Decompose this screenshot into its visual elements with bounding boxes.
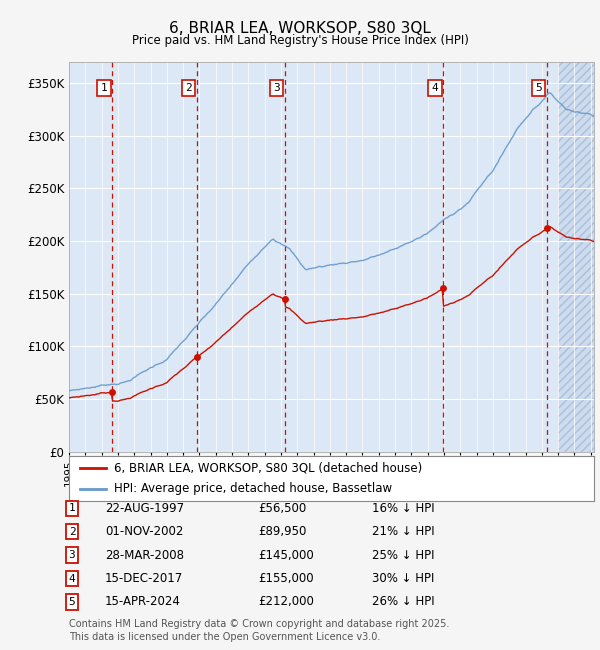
Text: 2: 2: [68, 526, 76, 537]
Text: 6, BRIAR LEA, WORKSOP, S80 3QL: 6, BRIAR LEA, WORKSOP, S80 3QL: [169, 21, 431, 36]
Text: 26% ↓ HPI: 26% ↓ HPI: [372, 595, 434, 608]
Text: 15-DEC-2017: 15-DEC-2017: [105, 572, 183, 585]
Text: 28-MAR-2008: 28-MAR-2008: [105, 549, 184, 562]
Text: 16% ↓ HPI: 16% ↓ HPI: [372, 502, 434, 515]
Text: 5: 5: [535, 83, 542, 93]
Text: 2: 2: [185, 83, 192, 93]
Text: £89,950: £89,950: [258, 525, 307, 538]
Text: 30% ↓ HPI: 30% ↓ HPI: [372, 572, 434, 585]
Text: £155,000: £155,000: [258, 572, 314, 585]
Text: 1: 1: [101, 83, 107, 93]
Text: Contains HM Land Registry data © Crown copyright and database right 2025.
This d: Contains HM Land Registry data © Crown c…: [69, 619, 449, 642]
Text: £145,000: £145,000: [258, 549, 314, 562]
Text: 3: 3: [273, 83, 280, 93]
Text: 6, BRIAR LEA, WORKSOP, S80 3QL (detached house): 6, BRIAR LEA, WORKSOP, S80 3QL (detached…: [113, 462, 422, 474]
Text: 4: 4: [68, 573, 76, 584]
Text: £56,500: £56,500: [258, 502, 306, 515]
Text: 1: 1: [68, 503, 76, 514]
Text: 4: 4: [432, 83, 439, 93]
Text: 22-AUG-1997: 22-AUG-1997: [105, 502, 184, 515]
Text: 3: 3: [68, 550, 76, 560]
Text: 5: 5: [68, 597, 76, 607]
Text: HPI: Average price, detached house, Bassetlaw: HPI: Average price, detached house, Bass…: [113, 482, 392, 495]
Text: 25% ↓ HPI: 25% ↓ HPI: [372, 549, 434, 562]
Text: Price paid vs. HM Land Registry's House Price Index (HPI): Price paid vs. HM Land Registry's House …: [131, 34, 469, 47]
Text: 15-APR-2024: 15-APR-2024: [105, 595, 181, 608]
Text: £212,000: £212,000: [258, 595, 314, 608]
Text: 21% ↓ HPI: 21% ↓ HPI: [372, 525, 434, 538]
Text: 01-NOV-2002: 01-NOV-2002: [105, 525, 184, 538]
Bar: [558, 62, 594, 452]
